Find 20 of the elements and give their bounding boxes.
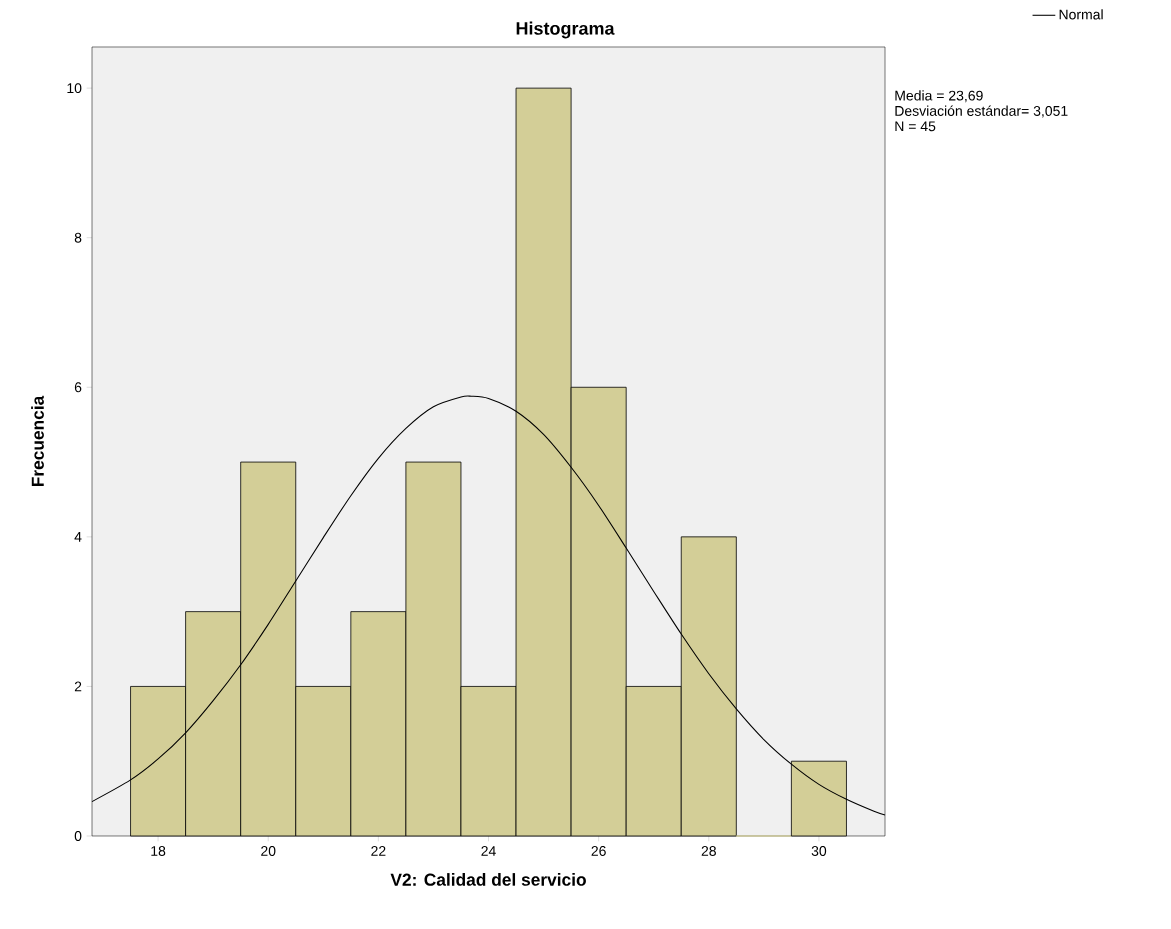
chart-title: Histograma bbox=[516, 21, 615, 39]
x-tick-label: 22 bbox=[371, 846, 386, 856]
y-tick-label: 2 bbox=[74, 681, 82, 692]
text: N = 45 bbox=[895, 121, 936, 132]
x-tick-label: 26 bbox=[591, 846, 606, 856]
y-tick-label: 10 bbox=[67, 83, 82, 94]
text: Desviación estándar= 3,051 bbox=[895, 105, 1068, 118]
y-tick-label: 6 bbox=[74, 382, 82, 393]
y-tick-label: 8 bbox=[74, 232, 82, 243]
y-axis-title: Frecuencia bbox=[31, 395, 44, 487]
y-tick-label: 0 bbox=[74, 831, 82, 841]
x-tick-label: 30 bbox=[811, 846, 827, 856]
x-tick-label: 24 bbox=[481, 846, 496, 856]
x-tick-label: 28 bbox=[701, 846, 716, 856]
text: Media = 23,69 bbox=[895, 90, 983, 103]
legend-label: Normal bbox=[1059, 9, 1103, 20]
y-tick-label: 4 bbox=[74, 532, 82, 542]
x-tick-label: 20 bbox=[261, 846, 276, 856]
x-axis-title: V2: Calidad del servicio bbox=[390, 873, 586, 886]
x-tick-label: 18 bbox=[151, 846, 166, 856]
